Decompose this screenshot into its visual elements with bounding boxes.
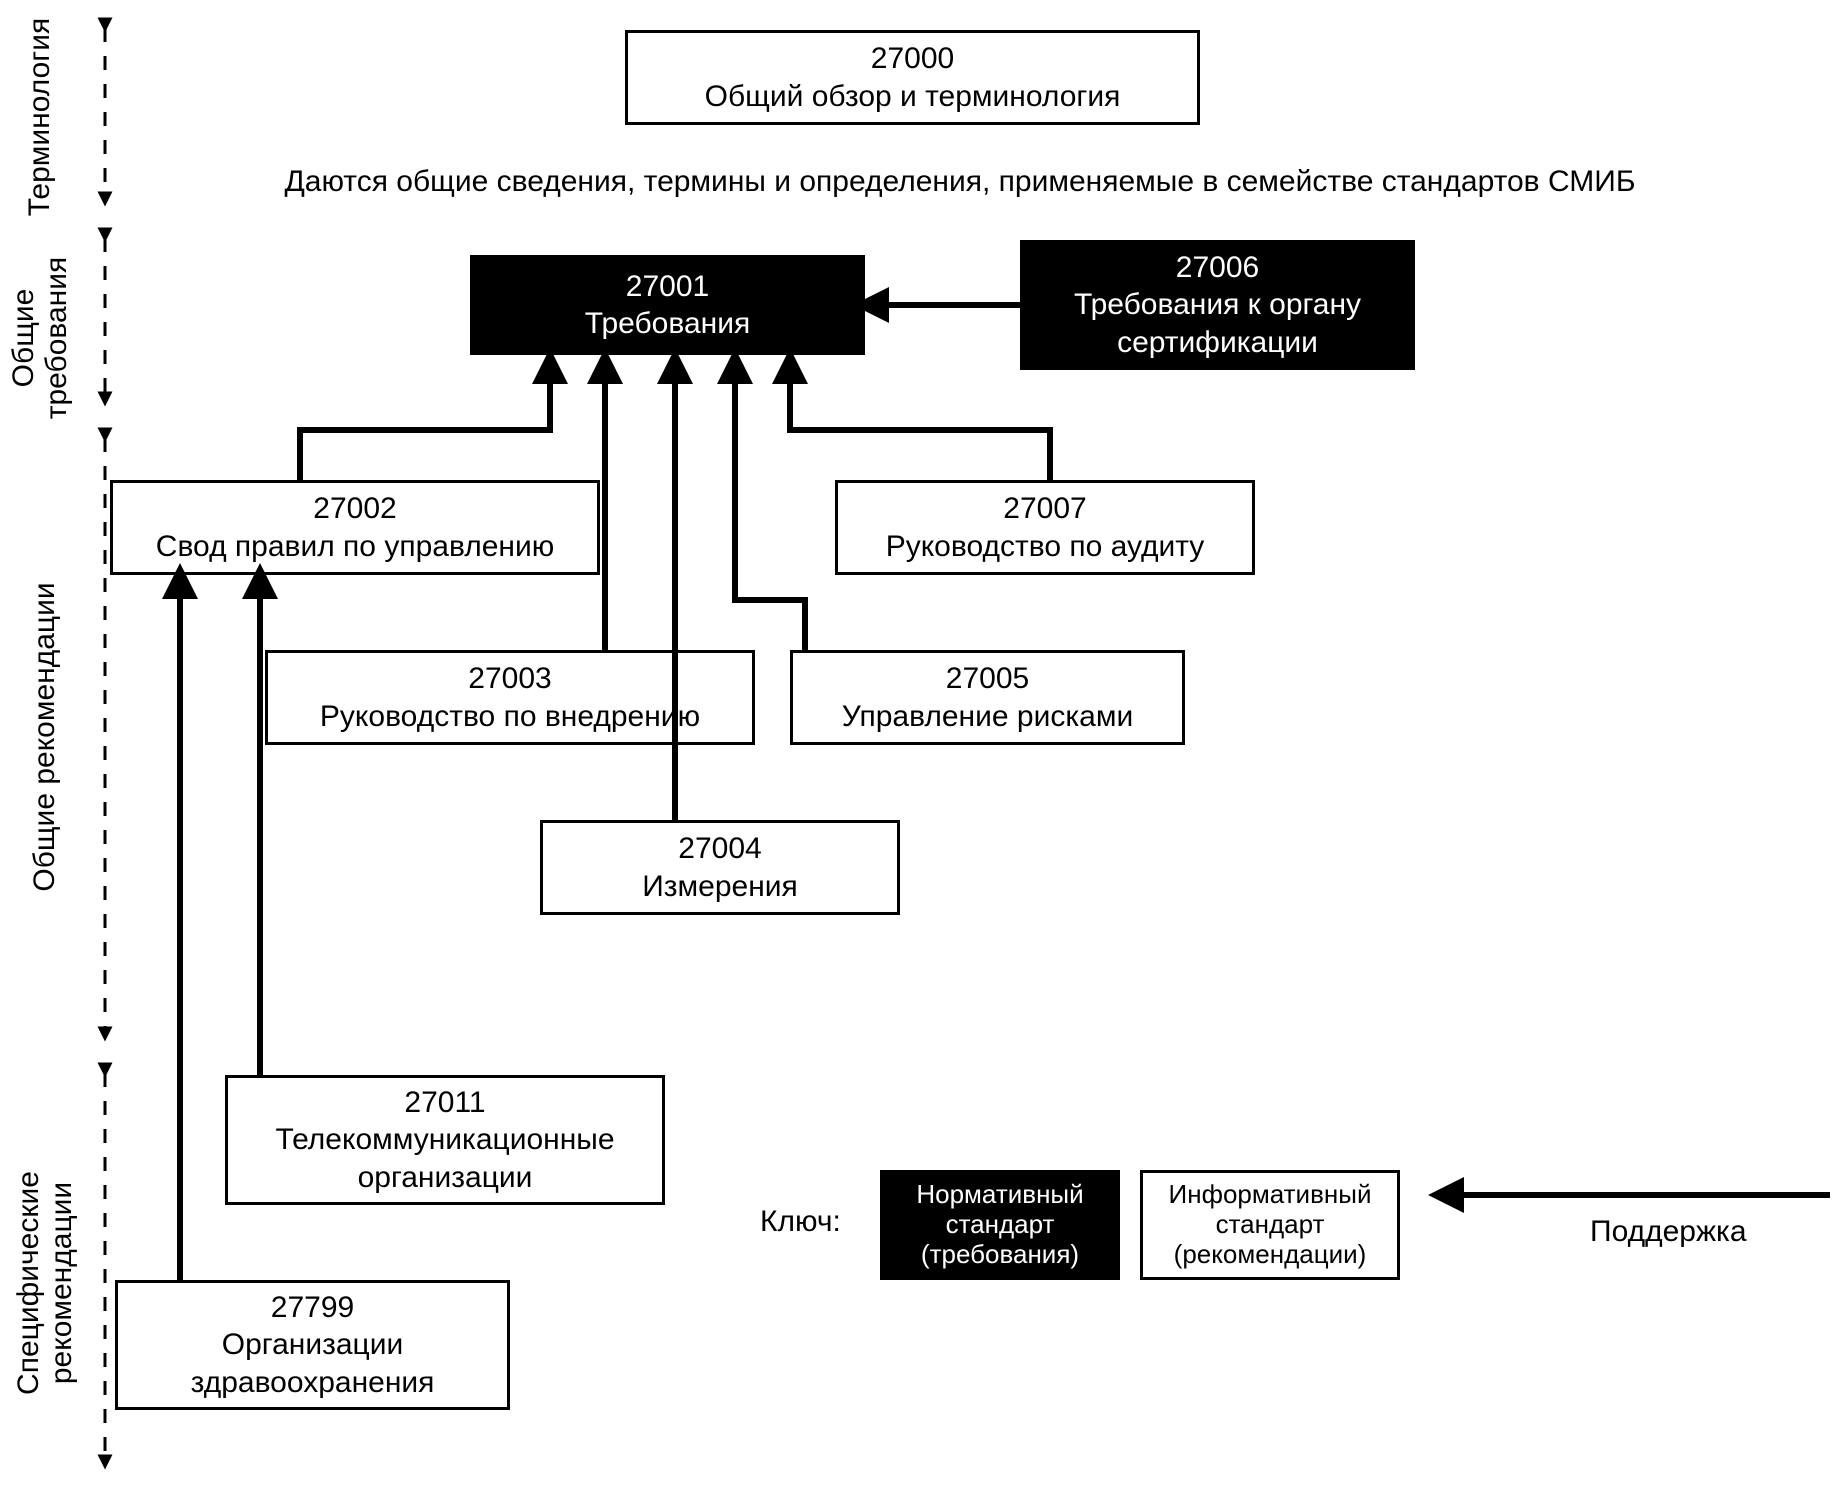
node-number: 27007 [1003, 490, 1086, 528]
node-label: Свод правил по управлению [156, 528, 554, 566]
node-number: 27006 [1176, 249, 1259, 287]
node-number: 27001 [626, 268, 709, 306]
edge-n27007-to-n27001 [790, 360, 1050, 480]
legend-key-label: Ключ: [760, 1205, 841, 1239]
node-27011: 27011 Телекоммуникационные организации [225, 1075, 665, 1205]
node-27005: 27005 Управление рисками [790, 650, 1185, 745]
legend-support-label: Поддержка [1590, 1215, 1747, 1249]
legend-informative-line1: Информативный [1169, 1180, 1372, 1210]
node-label: Руководство по внедрению [320, 698, 700, 736]
node-number: 27004 [678, 830, 761, 868]
legend-informative-box: Информативный стандарт (рекомендации) [1140, 1170, 1400, 1280]
node-27003: 27003 Руководство по внедрению [265, 650, 755, 745]
node-27000: 27000 Общий обзор и терминология [625, 30, 1200, 125]
edge-n27005-to-n27001 [735, 360, 805, 650]
node-label: Требования к органу сертификации [1038, 286, 1398, 361]
legend-normative-line1: Нормативный [916, 1180, 1083, 1210]
legend-normative-box: Нормативный стандарт (требования) [880, 1170, 1120, 1280]
node-27799: 27799 Организации здравоохранения [115, 1280, 510, 1410]
legend-normative-line2: стандарт [946, 1210, 1055, 1240]
legend-informative-line2: стандарт [1216, 1210, 1325, 1240]
node-27004: 27004 Измерения [540, 820, 900, 915]
node-label: Управление рисками [842, 698, 1133, 736]
node-27006: 27006 Требования к органу сертификации [1020, 240, 1415, 370]
node-label: Телекоммуникационные организации [245, 1121, 645, 1196]
node-number: 27011 [404, 1084, 485, 1122]
section-label-general-recommendations: Общие рекомендации [28, 547, 62, 927]
node-number: 27005 [946, 660, 1029, 698]
node-27007: 27007 Руководство по аудиту [835, 480, 1255, 575]
section-label-specific-recommendations: Специфические рекомендации [12, 1163, 78, 1403]
edge-n27002-to-n27001 [300, 360, 550, 480]
node-label: Руководство по аудиту [886, 528, 1205, 566]
node-number: 27003 [468, 660, 551, 698]
legend-informative-line3: (рекомендации) [1174, 1240, 1367, 1270]
legend-normative-line3: (требования) [921, 1240, 1079, 1270]
description-text: Даются общие сведения, термины и определ… [160, 165, 1760, 199]
node-label: Общий обзор и терминология [705, 78, 1121, 116]
section-label-terminology: Терминология [23, 17, 57, 217]
diagram-canvas: Терминология Общие требования Общие реко… [0, 0, 1842, 1491]
node-27002: 27002 Свод правил по управлению [110, 480, 600, 575]
node-label: Организации здравоохранения [133, 1326, 493, 1401]
node-label: Требования [585, 305, 750, 343]
node-27001: 27001 Требования [470, 255, 865, 355]
node-number: 27799 [271, 1289, 354, 1327]
section-label-general-requirements: Общие требования [7, 238, 73, 438]
node-label: Измерения [642, 868, 798, 906]
node-number: 27002 [313, 490, 396, 528]
node-number: 27000 [871, 40, 954, 78]
